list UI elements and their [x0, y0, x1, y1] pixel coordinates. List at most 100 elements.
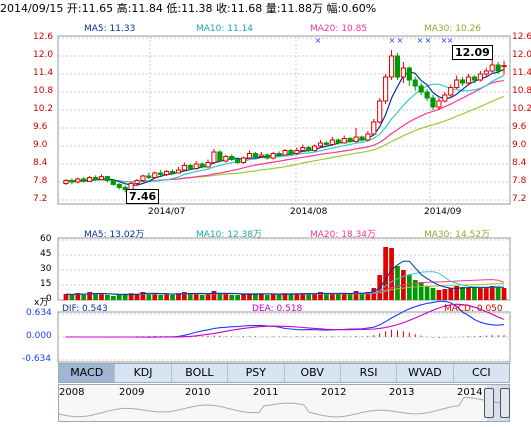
volume-bar: [418, 282, 424, 300]
candle-body: [477, 73, 483, 81]
tab-rsi[interactable]: RSI: [341, 364, 398, 382]
tab-boll[interactable]: BOLL: [172, 364, 229, 382]
volume-bar: [253, 294, 258, 300]
candle-body: [116, 183, 122, 188]
candle-body: [471, 76, 478, 81]
volume-bar: [75, 293, 81, 300]
volume-bar: [365, 292, 371, 300]
volume-axis-tick: 45: [40, 249, 52, 259]
navigator-price-line: [59, 396, 509, 418]
volume-bar: [140, 292, 146, 300]
volume-bar: [99, 293, 104, 300]
price-axis-tick: 12.0: [33, 50, 54, 60]
price-axis-tick: 8.4: [33, 158, 48, 168]
candle-body: [412, 79, 418, 87]
volume-bar: [395, 266, 400, 300]
candle-body: [235, 159, 241, 163]
candle-body: [383, 76, 389, 102]
volume-bar: [170, 295, 175, 300]
quote-date: 2014/09/15: [0, 2, 64, 15]
volume-bar: [282, 293, 288, 300]
candle-body: [69, 180, 75, 183]
tab-macd[interactable]: MACD: [59, 364, 116, 382]
candle-body: [158, 172, 164, 175]
candle-body: [483, 70, 489, 75]
volume-bar: [199, 295, 205, 300]
event-marker: ×: [441, 36, 448, 45]
candle-body: [460, 79, 466, 84]
nav-year: 2014: [457, 387, 483, 398]
price-axis-tick-right: 10.2: [512, 104, 531, 114]
high-price-callout: 12.09: [452, 45, 493, 60]
navigator-left-handle[interactable]: [484, 388, 494, 418]
candle-body: [98, 176, 105, 181]
candle-body: [246, 153, 253, 159]
volume-bar: [329, 293, 335, 300]
history-navigator[interactable]: 2008 2009 2010 2011 2012 2013 2014: [58, 384, 510, 422]
volume-bar: [258, 294, 264, 300]
volume-bar: [454, 286, 460, 300]
volume-bar: [193, 293, 199, 300]
candle-body: [341, 138, 347, 144]
volume-bar: [341, 293, 347, 300]
volume-bar: [442, 289, 448, 300]
candle-body: [181, 165, 187, 171]
volume-bar: [181, 292, 187, 300]
candle-body: [501, 65, 507, 68]
price-axis-tick-right: 9.6: [512, 122, 527, 132]
price-ma5-legend: MA5: 11.33: [84, 24, 136, 34]
candle-body: [217, 151, 223, 162]
volume-bar: [205, 294, 211, 300]
tab-wvad[interactable]: WVAD: [397, 364, 454, 382]
candle-body: [92, 177, 99, 181]
candle-body: [164, 171, 170, 175]
volume-bar: [430, 288, 436, 300]
candle-body: [288, 150, 294, 154]
volume-bar: [489, 286, 495, 300]
event-marker: ×: [315, 36, 322, 45]
volume-bar: [288, 294, 294, 300]
candle-body: [489, 64, 495, 72]
volume-label: 量:: [265, 2, 281, 15]
tab-cci[interactable]: CCI: [472, 366, 491, 379]
candle-body: [294, 150, 300, 154]
quote-info-bar: 2014/09/15 开:11.65 高:11.84 低:11.38 收:11.…: [0, 0, 531, 16]
event-marker: ×: [397, 36, 404, 45]
low-value: 11.38: [181, 2, 213, 15]
volume-bar: [466, 288, 471, 300]
navigator-right-handle[interactable]: [500, 388, 510, 418]
volume-bar: [483, 287, 489, 300]
volume-bar: [276, 295, 282, 300]
volume-bar: [229, 295, 235, 300]
high-label: 高:: [116, 2, 132, 15]
candle-body: [169, 171, 176, 174]
candle-body: [193, 163, 199, 169]
candle-body: [240, 157, 247, 163]
candle-body: [140, 175, 146, 181]
nav-year: 2008: [59, 387, 85, 398]
price-ma30-legend: MA30: 10.26: [424, 24, 482, 34]
candle-body: [258, 154, 264, 157]
tab-kdj[interactable]: KDJ: [115, 364, 172, 382]
candle-body: [134, 180, 140, 184]
candle-body: [187, 165, 193, 169]
event-marker: ×: [447, 36, 454, 45]
tab-psy[interactable]: PSY: [228, 364, 285, 382]
candle-body: [394, 55, 401, 78]
volume-bar: [324, 294, 329, 300]
macd-dif-legend: DIF: 0.543: [62, 304, 108, 314]
tab-obv[interactable]: OBV: [285, 364, 341, 382]
event-marker: ×: [417, 36, 424, 45]
date-label: 2014/09: [424, 207, 462, 217]
candle-body: [430, 97, 436, 108]
candle-body: [282, 150, 288, 156]
volume-bar: [116, 295, 122, 300]
nav-year: 2009: [119, 387, 145, 398]
volume-axis-tick: 15: [40, 279, 52, 289]
candle-body: [418, 85, 424, 93]
volume-bar: [110, 296, 116, 300]
candle-body: [276, 153, 282, 156]
volume-bar: [294, 294, 300, 300]
candle-body: [365, 133, 371, 141]
